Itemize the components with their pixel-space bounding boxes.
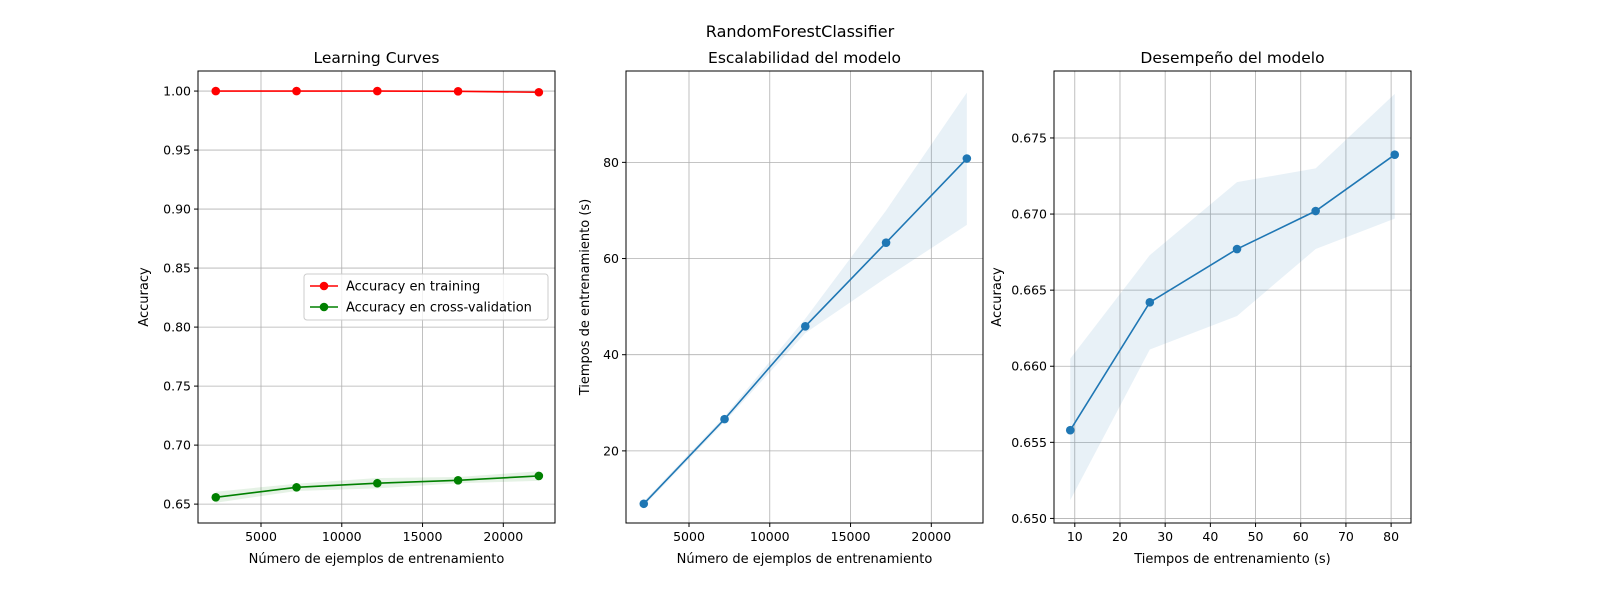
series-1-point xyxy=(1390,150,1400,160)
series-1-point xyxy=(373,86,382,96)
legend-label-1: Accuracy en training xyxy=(346,280,480,295)
series-1-point xyxy=(292,86,301,96)
y-tick-label: 0.65 xyxy=(163,497,191,512)
x-axis-label: Número de ejemplos de entrenamiento xyxy=(677,552,933,567)
figure-suptitle: RandomForestClassifier xyxy=(705,22,895,41)
series-1-point xyxy=(1311,206,1320,216)
y-tick-label: 60 xyxy=(603,251,619,266)
legend-frame xyxy=(303,273,549,321)
x-tick-label: 5000 xyxy=(673,529,705,544)
x-tick-label: 50 xyxy=(1248,529,1264,544)
y-axis-label: Accuracy xyxy=(137,267,152,327)
y-tick-label: 40 xyxy=(603,347,619,362)
x-tick-label: 10 xyxy=(1067,529,1083,544)
x-tick-label: 20000 xyxy=(911,529,951,544)
y-tick-label: 0.80 xyxy=(163,320,191,335)
x-tick-label: 60 xyxy=(1293,529,1309,544)
series-1-point xyxy=(881,238,891,247)
series-2-point xyxy=(453,475,463,485)
y-tick-label: 0.665 xyxy=(1011,283,1047,298)
series-1-point xyxy=(534,87,544,97)
subplot-1: 5000 10000 15000 20000 0.65 0.70 0.75 0.80 0.85 0… xyxy=(137,49,556,567)
y-tick-label: 1.00 xyxy=(163,84,191,99)
series-1-band xyxy=(1070,93,1395,501)
x-tick-label: 80 xyxy=(1383,529,1399,544)
series-1-point xyxy=(801,322,810,331)
series-2-point xyxy=(534,471,544,481)
subplot-3: 10 20 30 40 50 60 70 80 0.650 0.655 0.660 0.665 0.67… xyxy=(990,49,1412,567)
x-tick-label: 5000 xyxy=(245,529,277,544)
x-axis-label: Tiempos de entrenamiento (s) xyxy=(1133,552,1331,567)
axes-frame xyxy=(1053,70,1412,524)
axes-frame xyxy=(197,70,556,524)
axes-frame xyxy=(625,70,984,524)
y-tick-label: 0.670 xyxy=(1011,207,1047,222)
y-axis-label: Accuracy xyxy=(990,267,1005,327)
series-1-point xyxy=(962,154,972,163)
y-tick-label: 0.90 xyxy=(163,202,191,217)
legend-marker-1 xyxy=(319,281,329,291)
subplot-title: Escalabilidad del modelo xyxy=(708,49,901,67)
x-tick-label: 15000 xyxy=(403,529,443,544)
series-1-point xyxy=(453,86,463,96)
y-tick-label: 0.675 xyxy=(1011,130,1047,145)
x-tick-label: 30 xyxy=(1157,529,1173,544)
series-2-point xyxy=(292,483,301,492)
subplot-title: Desempeño del modelo xyxy=(1140,49,1324,67)
series-1-point xyxy=(211,86,221,96)
x-tick-label: 20 xyxy=(1112,529,1128,544)
series-2-point xyxy=(373,478,382,488)
y-tick-label: 0.655 xyxy=(1011,435,1047,450)
x-axis-label: Número de ejemplos de entrenamiento xyxy=(249,552,505,567)
y-tick-label: 80 xyxy=(603,155,619,170)
series-2-point xyxy=(211,492,221,502)
y-tick-label: 0.75 xyxy=(163,379,191,394)
series-1-point xyxy=(720,414,729,424)
series-1-band xyxy=(643,92,967,507)
y-tick-label: 20 xyxy=(603,443,619,458)
series-1-point xyxy=(1065,425,1075,435)
y-tick-label: 0.660 xyxy=(1011,359,1047,374)
x-tick-label: 40 xyxy=(1202,529,1218,544)
series-1-point xyxy=(639,499,649,509)
legend-marker-2 xyxy=(319,302,329,312)
x-tick-label: 70 xyxy=(1338,529,1354,544)
legend: Accuracy en training Accuracy en cross-va… xyxy=(303,273,549,321)
y-tick-label: 0.85 xyxy=(163,261,191,276)
x-tick-label: 10000 xyxy=(322,529,362,544)
series-1-point xyxy=(1145,298,1155,307)
x-tick-label: 20000 xyxy=(483,529,523,544)
subplot-title: Learning Curves xyxy=(313,49,439,67)
y-axis-label: Tiempos de entrenamiento (s) xyxy=(578,199,593,397)
subplot-2: 5000 10000 15000 20000 20 40 60 80 Escalabilidad… xyxy=(578,49,984,567)
x-tick-label: 10000 xyxy=(750,529,790,544)
legend-label-2: Accuracy en cross-validation xyxy=(346,301,532,316)
series-1-point xyxy=(1232,244,1242,254)
y-tick-label: 0.650 xyxy=(1011,511,1047,526)
y-tick-label: 0.95 xyxy=(163,143,191,158)
y-tick-label: 0.70 xyxy=(163,438,191,453)
x-tick-label: 15000 xyxy=(831,529,871,544)
